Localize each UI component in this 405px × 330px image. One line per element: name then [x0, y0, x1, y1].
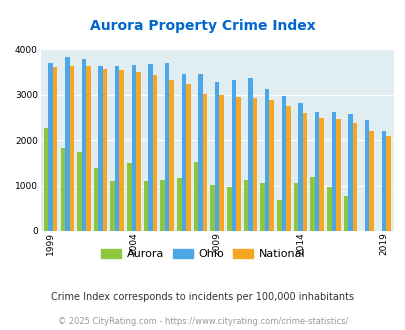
Text: Aurora Property Crime Index: Aurora Property Crime Index — [90, 19, 315, 33]
Bar — [152, 75, 157, 231]
Bar — [302, 113, 307, 231]
Bar — [198, 74, 202, 231]
Bar — [352, 123, 356, 231]
Bar — [110, 181, 115, 231]
Bar — [65, 57, 69, 231]
Bar — [94, 168, 98, 231]
Bar — [131, 65, 136, 231]
Bar — [102, 69, 107, 231]
Bar — [77, 151, 81, 231]
Bar — [119, 70, 124, 231]
Bar — [143, 181, 148, 231]
Bar — [53, 67, 57, 231]
Bar — [81, 59, 86, 231]
Bar — [298, 103, 302, 231]
Bar — [286, 106, 290, 231]
Bar — [169, 80, 174, 231]
Bar — [331, 112, 335, 231]
Bar — [264, 89, 269, 231]
Bar — [277, 200, 281, 231]
Bar — [210, 185, 214, 231]
Bar — [202, 94, 207, 231]
Bar — [319, 117, 323, 231]
Bar — [226, 187, 231, 231]
Bar — [236, 97, 240, 231]
Bar — [136, 72, 140, 231]
Legend: Aurora, Ohio, National: Aurora, Ohio, National — [96, 244, 309, 263]
Bar — [160, 180, 164, 231]
Bar — [44, 128, 48, 231]
Bar — [369, 131, 373, 231]
Bar — [269, 100, 273, 231]
Bar — [185, 84, 190, 231]
Bar — [127, 163, 131, 231]
Bar — [214, 82, 219, 231]
Bar — [177, 178, 181, 231]
Bar — [381, 131, 385, 231]
Bar — [314, 112, 319, 231]
Bar — [385, 136, 390, 231]
Bar — [148, 64, 152, 231]
Bar — [326, 187, 331, 231]
Text: © 2025 CityRating.com - https://www.cityrating.com/crime-statistics/: © 2025 CityRating.com - https://www.city… — [58, 317, 347, 326]
Bar — [293, 183, 298, 231]
Bar — [193, 162, 198, 231]
Bar — [335, 119, 340, 231]
Bar — [48, 63, 53, 231]
Text: Crime Index corresponds to incidents per 100,000 inhabitants: Crime Index corresponds to incidents per… — [51, 292, 354, 302]
Bar — [231, 80, 236, 231]
Bar — [243, 180, 248, 231]
Bar — [60, 148, 65, 231]
Bar — [260, 183, 264, 231]
Bar — [364, 120, 369, 231]
Bar — [347, 115, 352, 231]
Bar — [248, 78, 252, 231]
Bar — [281, 96, 286, 231]
Bar — [181, 74, 185, 231]
Bar — [98, 66, 102, 231]
Bar — [310, 177, 314, 231]
Bar — [252, 98, 257, 231]
Bar — [69, 66, 74, 231]
Bar — [115, 66, 119, 231]
Bar — [219, 95, 224, 231]
Bar — [86, 66, 90, 231]
Bar — [343, 196, 347, 231]
Bar — [164, 63, 169, 231]
